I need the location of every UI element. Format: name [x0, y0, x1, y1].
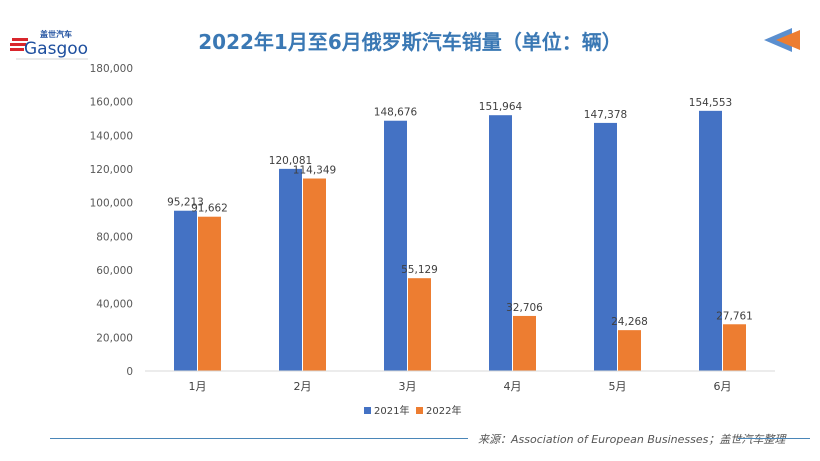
bar-2021年-3月	[384, 120, 407, 372]
data-label: 154,553	[689, 97, 732, 109]
x-tick-label: 5月	[609, 380, 627, 393]
y-tick-label: 60,000	[96, 265, 133, 277]
bar-2021年-5月	[594, 122, 617, 371]
bar-2021年-1月	[174, 210, 197, 371]
y-tick-label: 40,000	[96, 299, 133, 311]
legend-label: 2022年	[426, 404, 461, 417]
x-tick-label: 2月	[294, 380, 312, 393]
x-tick-label: 4月	[504, 380, 522, 393]
data-label: 148,676	[374, 107, 418, 119]
svg-text:盖世汽车: 盖世汽车	[40, 29, 72, 39]
svg-text:Gasgoo: Gasgoo	[24, 39, 88, 59]
data-label: 147,378	[584, 109, 627, 121]
bar-2022年-6月	[723, 324, 746, 371]
x-tick-label: 3月	[399, 380, 417, 393]
chart-title: 2022年1月至6月俄罗斯汽车销量（单位：辆）	[198, 30, 622, 54]
x-tick-label: 1月	[189, 380, 207, 393]
data-label: 120,081	[269, 155, 312, 167]
data-label: 27,761	[716, 310, 753, 322]
legend-label: 2021年	[374, 404, 409, 417]
bar-2022年-2月	[303, 178, 326, 371]
y-tick-label: 120,000	[90, 164, 133, 176]
bar-2022年-5月	[618, 330, 641, 371]
data-label: 91,662	[191, 203, 228, 215]
data-label: 55,129	[401, 264, 438, 276]
arrow-icon	[764, 28, 800, 52]
data-label: 24,268	[611, 316, 648, 328]
y-tick-label: 0	[126, 366, 133, 378]
legend-swatch	[364, 407, 371, 414]
y-tick-label: 80,000	[96, 231, 133, 243]
data-label: 32,706	[506, 302, 543, 314]
legend-swatch	[416, 407, 423, 414]
footer-divider-left	[50, 438, 468, 439]
footer-divider-right	[738, 438, 810, 439]
gasgoo-logo: Gasgoo 盖世汽车	[8, 28, 90, 62]
y-tick-label: 20,000	[96, 332, 133, 344]
data-label: 95,213	[167, 197, 204, 209]
bar-2021年-4月	[489, 115, 512, 371]
y-tick-label: 140,000	[90, 130, 133, 142]
y-tick-label: 160,000	[90, 97, 133, 109]
source-note: 来源：Association of European Businesses；盖世…	[478, 433, 786, 446]
y-tick-label: 100,000	[90, 198, 133, 210]
bar-2021年-6月	[699, 110, 722, 371]
data-label: 151,964	[479, 101, 523, 113]
data-label: 114,349	[293, 165, 336, 177]
x-tick-label: 6月	[714, 380, 732, 393]
bar-2022年-3月	[408, 278, 431, 371]
y-tick-label: 180,000	[90, 63, 133, 75]
bar-2022年-4月	[513, 315, 536, 371]
bar-2021年-2月	[279, 168, 302, 371]
bar-2022年-1月	[198, 216, 221, 371]
